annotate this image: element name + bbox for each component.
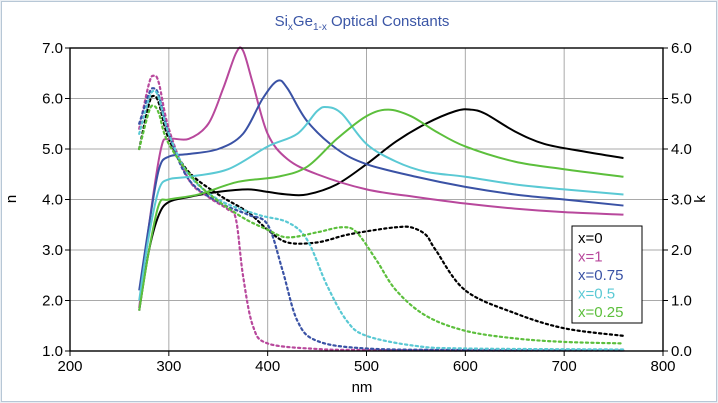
x-tick-label: 200 <box>57 358 82 375</box>
x-tick-label: 700 <box>552 358 577 375</box>
x-tick-label: 500 <box>354 358 379 375</box>
legend: x=0 x=1x=0.75 x=0.5x=0.25 <box>571 225 643 324</box>
y-axis-right-label: k <box>692 195 709 203</box>
x-tick-label: 300 <box>156 358 181 375</box>
series-k-line-x-0 <box>138 94 625 337</box>
series-layer <box>138 46 625 352</box>
x-tick-label: 800 <box>650 358 675 375</box>
y-left-tick-label: 5.0 <box>42 141 63 158</box>
series-n-line-x-0-25 <box>138 108 624 311</box>
y-left-tick-label: 7.0 <box>42 40 63 57</box>
tick-layer: 200 300 400 500 600 700 800 1.0 2.0 3.0 4.0 5.0 6.0 7… <box>42 40 692 375</box>
y-left-tick-label: 4.0 <box>42 192 63 209</box>
legend-entry: x=0.5 <box>578 286 615 303</box>
y-left-tick-label: 6.0 <box>42 91 63 108</box>
y-right-tick-label: 4.0 <box>671 141 692 158</box>
legend-entry: x=0.75 <box>578 267 623 284</box>
series-k-line-x-1 <box>138 74 625 352</box>
y-left-tick-label: 1.0 <box>42 343 63 360</box>
legend-entry: x=0.25 <box>578 304 623 321</box>
chart-title: SixGe1-x Optical Constants <box>275 13 450 33</box>
series-k-line-x-0-5 <box>138 89 625 351</box>
series-n-line-x-0 <box>138 108 624 311</box>
series-n-line-x-0-5 <box>138 105 624 301</box>
x-tick-label: 600 <box>453 358 478 375</box>
legend-entry: x=0 <box>578 230 603 247</box>
y-right-tick-label: 1.0 <box>671 293 692 310</box>
y-right-tick-label: 6.0 <box>671 40 692 57</box>
y-right-tick-label: 2.0 <box>671 242 692 259</box>
y-right-tick-label: 0.0 <box>671 343 692 360</box>
x-tick-label: 400 <box>255 358 280 375</box>
legend-entry: x=1 <box>578 249 603 266</box>
y-right-tick-label: 5.0 <box>671 91 692 108</box>
series-n-line-x-1 <box>138 46 624 309</box>
x-axis-label: nm <box>352 379 373 396</box>
y-left-tick-label: 2.0 <box>42 293 63 310</box>
y-right-tick-label: 3.0 <box>671 192 692 209</box>
series-k-line-x-0-75 <box>138 87 625 352</box>
legend-box <box>571 225 643 324</box>
series-k-line-x-0-25 <box>138 104 625 345</box>
series-n-line-x-0-75 <box>138 79 624 291</box>
y-axis-left-label: n <box>3 195 20 203</box>
y-left-tick-label: 3.0 <box>42 242 63 259</box>
